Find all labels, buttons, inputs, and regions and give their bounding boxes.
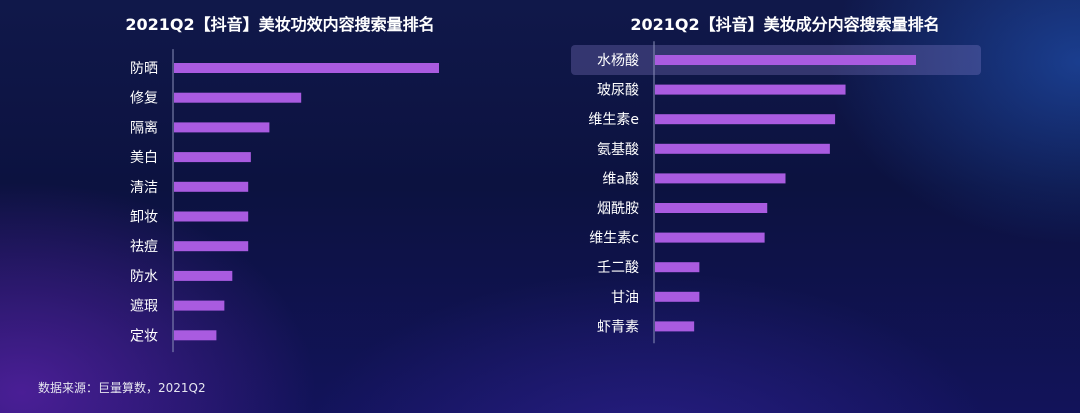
efficacy-category-label: 祛痘: [130, 239, 158, 255]
ingredient-category-label: 壬二酸: [597, 260, 639, 276]
right-chart-title: 2021Q2【抖音】美妆成分内容搜索量排名: [630, 15, 940, 34]
efficacy-bar: [174, 63, 439, 73]
ingredient-category-label: 水杨酸: [597, 53, 639, 69]
efficacy-bar: [174, 152, 251, 163]
ingredient-bar: [655, 173, 786, 184]
ingredient-bar: [655, 321, 695, 332]
ingredient-bar: [655, 203, 768, 213]
efficacy-category-label: 防水: [130, 269, 158, 285]
ingredient-bar: [655, 262, 700, 273]
ingredient-category-label: 甘油: [611, 290, 639, 306]
ingredient-bar: [655, 232, 765, 243]
efficacy-category-label: 美白: [130, 150, 158, 166]
efficacy-category-label: 卸妆: [130, 210, 158, 226]
efficacy-bar: [174, 211, 249, 222]
efficacy-bar: [174, 241, 249, 252]
efficacy-bar: [174, 270, 233, 281]
efficacy-bar: [174, 181, 249, 192]
ingredient-category-label: 维a酸: [602, 171, 639, 187]
left-chart-title: 2021Q2【抖音】美妆功效内容搜索量排名: [125, 15, 435, 34]
efficacy-category-label: 隔离: [130, 119, 158, 136]
efficacy-category-label: 清洁: [130, 180, 158, 196]
efficacy-category-label: 遮瑕: [130, 299, 158, 315]
ingredient-category-label: 氨基酸: [597, 141, 639, 158]
ingredient-bar: [655, 291, 700, 302]
ingredient-category-label: 维生素e: [588, 112, 639, 128]
efficacy-bar: [174, 330, 217, 341]
ingredient-bar: [655, 84, 846, 95]
efficacy-bar: [174, 92, 302, 103]
ingredient-category-label: 维生素c: [589, 231, 639, 247]
data-source-note: 数据来源：巨量算数，2021Q2: [38, 381, 206, 395]
ingredient-bar: [655, 114, 836, 125]
ingredient-bar: [655, 55, 916, 65]
efficacy-bar: [174, 300, 225, 311]
efficacy-category-label: 防晒: [130, 61, 158, 77]
ingredient-bar: [655, 143, 830, 154]
efficacy-bar: [174, 122, 270, 133]
ingredient-category-label: 玻尿酸: [597, 83, 639, 99]
ingredient-category-label: 烟酰胺: [597, 201, 639, 217]
ingredient-category-label: 虾青素: [597, 319, 639, 335]
efficacy-category-label: 修复: [130, 90, 158, 107]
efficacy-category-label: 定妆: [130, 328, 158, 344]
